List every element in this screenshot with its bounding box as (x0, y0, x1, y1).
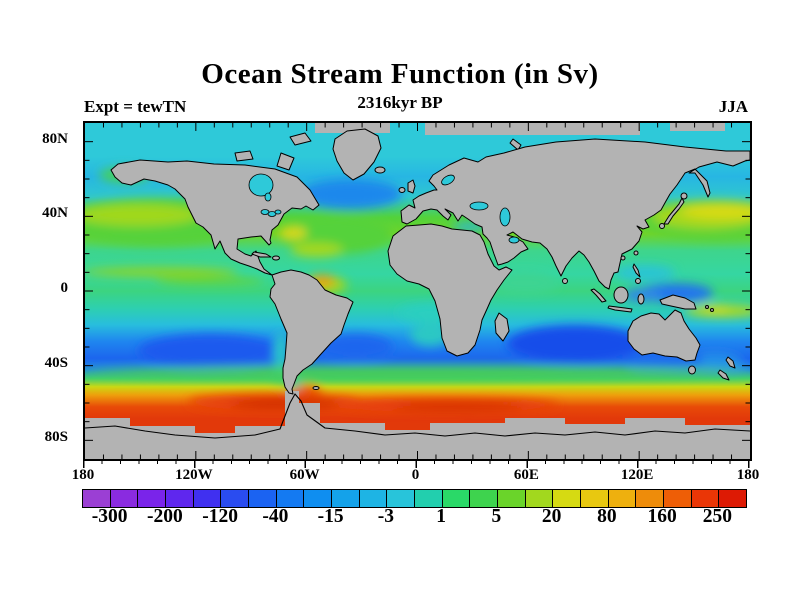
map-ticks (85, 123, 750, 459)
australia (627, 309, 701, 362)
cuba (251, 251, 272, 258)
colorbar-segment (83, 490, 111, 507)
greenland (332, 128, 382, 181)
colorbar-segment (110, 490, 139, 507)
colorbar-segment (553, 490, 582, 507)
x-tick-label: 120W (175, 467, 213, 483)
y-tick-label: 40N (42, 205, 68, 222)
colorbar-tick-label: -200 (147, 506, 183, 527)
colorbar-segment (193, 490, 222, 507)
chart-title: Ocean Stream Function (in Sv) (201, 58, 599, 90)
colorbar-tick-label: 20 (541, 506, 562, 527)
experiment-label: Expt = tewTN (84, 97, 187, 116)
y-tick-label: 40S (44, 354, 68, 371)
caspian-sea (499, 207, 511, 227)
new-guinea (659, 294, 697, 310)
colorbar-tick-label: -40 (262, 506, 289, 527)
madagascar (494, 312, 510, 342)
colorbar-tick-label: -120 (202, 506, 238, 527)
continents (110, 128, 750, 395)
y-axis-labels: 80N 40N 0 40S 80S (0, 121, 74, 457)
x-tick-label: 0 (411, 467, 420, 483)
colorbar-segment (470, 490, 499, 507)
x-axis-labels: 180 120W 60W 0 60E 120E 180 (72, 467, 760, 487)
y-tick-label: 0 (60, 280, 69, 296)
colorbar-tick-label: -15 (317, 506, 344, 527)
colorbar-segment (332, 490, 360, 507)
x-tick-label: 180 (736, 467, 760, 483)
colorbar-segment (138, 490, 167, 507)
colorbar-segment (387, 490, 416, 507)
hudson-bay (248, 173, 274, 197)
x-tick-label: 60E (513, 467, 539, 483)
south-america (269, 269, 354, 395)
persian-gulf (508, 236, 520, 244)
colorbar-segment (359, 490, 388, 507)
colorbar-segment (581, 490, 609, 507)
colorbar-segment (719, 490, 747, 507)
java (607, 305, 633, 313)
colorbar-segment (276, 490, 305, 507)
british-isles (407, 179, 416, 194)
season-label: JJA (718, 97, 748, 116)
y-tick-label: 80S (44, 429, 68, 446)
colorbar-segment (636, 490, 665, 507)
inland-water (248, 173, 520, 244)
colorbar-segment (442, 490, 471, 507)
new-zealand (725, 356, 736, 369)
black-sea (469, 201, 489, 211)
colorbar-tick-label: 5 (491, 506, 502, 527)
x-tick-label: 60W (289, 467, 320, 483)
eurasia (400, 138, 750, 290)
colorbar-tick-label: 160 (647, 506, 677, 527)
borneo (613, 286, 629, 304)
colorbar-segment (249, 490, 277, 507)
colorbar-segment (691, 490, 720, 507)
colorbar (82, 489, 747, 508)
world-map (85, 123, 750, 459)
tasmania (688, 365, 696, 375)
colorbar-labels: -300 -200 -120 -40 -15 -3 1 5 20 80 160 250 (82, 506, 745, 534)
colorbar-segment (304, 490, 333, 507)
chart-subtitle: 2316kyr BP (357, 93, 443, 112)
colorbar-tick-label: -300 (91, 506, 128, 527)
colorbar-segment (221, 490, 250, 507)
baltic-sea (441, 174, 455, 186)
iceland (374, 166, 386, 174)
y-tick-label: 80N (42, 130, 68, 147)
x-tick-label: 180 (71, 467, 95, 483)
x-tick-label: 120E (620, 467, 654, 483)
sumatra (590, 288, 607, 303)
colorbar-segment (608, 490, 637, 507)
x-axis-major-ticks (83, 459, 750, 468)
colorbar-tick-label: 250 (702, 506, 732, 527)
japan (663, 197, 685, 225)
colorbar-tick-label: 80 (597, 506, 617, 527)
colorbar-tick-label: -3 (377, 506, 394, 527)
arctic-islands (276, 152, 295, 171)
falklands (312, 386, 320, 390)
colorbar-segment (415, 490, 443, 507)
arctic-nodata (315, 123, 725, 135)
colorbar-segment (166, 490, 194, 507)
antarctica (85, 391, 750, 459)
africa (387, 223, 513, 357)
colorbar-segment (498, 490, 526, 507)
map-frame (83, 121, 752, 461)
colorbar-segment (525, 490, 554, 507)
philippines (632, 263, 641, 278)
colorbar-tick-label: 1 (436, 506, 446, 527)
colorbar-segment (664, 490, 692, 507)
